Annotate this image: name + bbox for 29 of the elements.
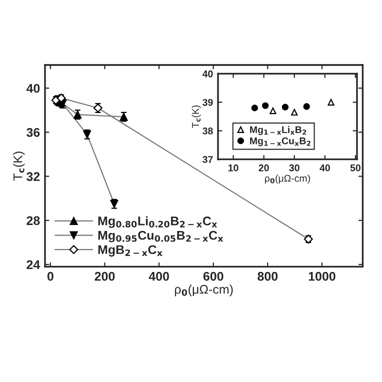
y-tick-label: 40 — [26, 84, 40, 93]
y-tick-label: 36 — [26, 128, 40, 137]
y-tick-label: 24 — [26, 260, 40, 270]
x-tick-label: 400 — [148, 272, 169, 281]
x-tick-label: 600 — [203, 272, 224, 281]
legend-label: Mg$_{0.80}$Li$_{0.20}$B$_{2−x}$C$_{x}$ — [98, 216, 218, 228]
y-tick-label: 40 — [202, 70, 213, 78]
y-tick-label: 37 — [202, 156, 213, 163]
y-tick-label: 32 — [26, 172, 40, 181]
x-tick-label: 0 — [47, 272, 54, 281]
legend-label: Mg$_{0.95}$Cu$_{0.05}$B$_{2−x}$C$_{x}$ — [98, 230, 224, 242]
x-tick-label: 30 — [289, 164, 300, 172]
legend-label: MgB$_{2−x}$C$_{x}$ — [98, 245, 162, 257]
x-tick-label: 10 — [228, 164, 238, 172]
x-tick-label: 1000 — [308, 272, 336, 281]
y-axis-title: T$_{c}$(K) — [13, 152, 25, 181]
x-tick-label: 200 — [94, 272, 115, 281]
x-tick-label: 50 — [350, 164, 360, 172]
x-axis-title: ρ$_{0}$(μΩ-cm) — [174, 284, 233, 296]
y-axis-title: T$_{c}$(K) — [192, 105, 201, 128]
y-tick-label: 39 — [202, 98, 213, 106]
x-axis-title: ρ$_{0}$(μΩ-cm) — [265, 174, 310, 184]
y-tick-label: 38 — [202, 128, 213, 134]
x-tick-label: 20 — [258, 164, 269, 172]
x-tick-label: 800 — [258, 272, 278, 281]
x-tick-label: 40 — [320, 164, 330, 172]
y-tick-label: 28 — [26, 216, 40, 226]
legend-label: Mg$_{1−x}$Li$_{x}$B$_{2}$ — [250, 126, 306, 136]
legend-label: Mg$_{1−x}$Cu$_{x}$B$_{2}$ — [250, 137, 310, 146]
